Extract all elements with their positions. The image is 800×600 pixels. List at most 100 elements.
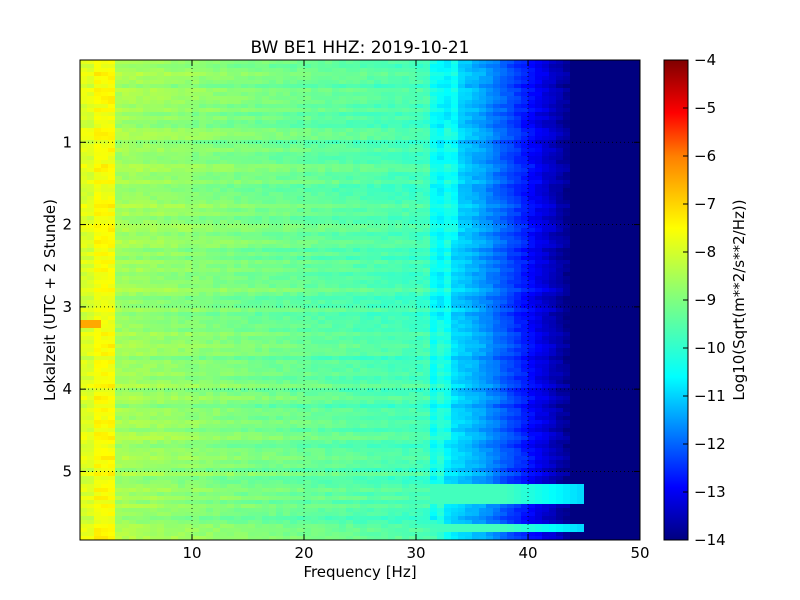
- heatmap-cell: [528, 148, 536, 153]
- heatmap-cell: [584, 244, 592, 249]
- heatmap-cell: [346, 184, 354, 189]
- heatmap-cell: [276, 244, 284, 249]
- heatmap-cell: [458, 188, 466, 193]
- heatmap-cell: [332, 112, 340, 117]
- heatmap-cell: [521, 80, 529, 85]
- heatmap-cell: [542, 212, 550, 217]
- heatmap-cell: [507, 84, 515, 89]
- heatmap-cell: [157, 256, 165, 261]
- heatmap-cell: [297, 256, 305, 261]
- heatmap-cell: [416, 272, 424, 277]
- heatmap-cell: [318, 72, 326, 77]
- heatmap-cell: [234, 100, 242, 105]
- heatmap-cell: [500, 152, 508, 157]
- heatmap-cell: [584, 192, 592, 197]
- heatmap-cell: [108, 156, 116, 161]
- heatmap-cell: [388, 176, 396, 181]
- heatmap-cell: [598, 176, 606, 181]
- heatmap-cell: [591, 80, 599, 85]
- heatmap-cell: [164, 272, 172, 277]
- heatmap-cell: [346, 256, 354, 261]
- heatmap-cell: [514, 168, 522, 173]
- heatmap-cell: [290, 148, 298, 153]
- heatmap-cell: [507, 272, 515, 277]
- heatmap-cell: [556, 268, 564, 273]
- heatmap-cell: [283, 272, 291, 277]
- heatmap-cell: [346, 84, 354, 89]
- heatmap-cell: [395, 236, 403, 241]
- heatmap-cell: [129, 264, 137, 269]
- heatmap-cell: [556, 132, 564, 137]
- heatmap-cell: [430, 224, 438, 229]
- heatmap-cell: [248, 76, 256, 81]
- heatmap-cell: [528, 200, 536, 205]
- heatmap-cell: [115, 228, 123, 233]
- heatmap-cell: [101, 116, 109, 121]
- heatmap-cell: [360, 228, 368, 233]
- heatmap-cell: [94, 108, 102, 113]
- heatmap-cell: [591, 88, 599, 93]
- heatmap-cell: [556, 220, 564, 225]
- heatmap-cell: [164, 76, 172, 81]
- heatmap-cell: [332, 136, 340, 141]
- heatmap-cell: [115, 176, 123, 181]
- heatmap-cell: [598, 172, 606, 177]
- heatmap-cell: [556, 284, 564, 289]
- heatmap-cell: [304, 164, 312, 169]
- heatmap-cell: [150, 224, 158, 229]
- heatmap-cell: [129, 240, 137, 245]
- heatmap-cell: [346, 72, 354, 77]
- heatmap-cell: [143, 172, 151, 177]
- heatmap-cell: [514, 268, 522, 273]
- heatmap-cell: [584, 164, 592, 169]
- heatmap-cell: [332, 252, 340, 257]
- heatmap-cell: [493, 108, 501, 113]
- heatmap-cell: [535, 200, 543, 205]
- heatmap-cell: [626, 296, 634, 301]
- heatmap-cell: [437, 64, 445, 69]
- heatmap-cell: [479, 64, 487, 69]
- heatmap-cell: [360, 168, 368, 173]
- heatmap-cell: [500, 176, 508, 181]
- heatmap-cell: [619, 196, 627, 201]
- heatmap-cell: [465, 236, 473, 241]
- heatmap-cell: [213, 116, 221, 121]
- heatmap-cell: [304, 60, 312, 65]
- heatmap-cell: [353, 288, 361, 293]
- heatmap-cell: [507, 72, 515, 77]
- heatmap-cell: [556, 188, 564, 193]
- heatmap-cell: [220, 240, 228, 245]
- heatmap-cell: [353, 108, 361, 113]
- heatmap-cell: [339, 296, 347, 301]
- heatmap-cell: [507, 196, 515, 201]
- heatmap-cell: [598, 84, 606, 89]
- heatmap-cell: [234, 172, 242, 177]
- heatmap-cell: [591, 252, 599, 257]
- heatmap-cell: [472, 184, 480, 189]
- heatmap-cell: [493, 88, 501, 93]
- heatmap-cell: [297, 248, 305, 253]
- heatmap-cell: [80, 144, 88, 149]
- heatmap-cell: [591, 260, 599, 265]
- heatmap-cell: [108, 168, 116, 173]
- heatmap-cell: [129, 268, 137, 273]
- heatmap-cell: [591, 224, 599, 229]
- heatmap-cell: [94, 144, 102, 149]
- heatmap-cell: [234, 104, 242, 109]
- heatmap-cell: [395, 156, 403, 161]
- heatmap-cell: [206, 176, 214, 181]
- heatmap-cell: [374, 148, 382, 153]
- heatmap-cell: [542, 236, 550, 241]
- heatmap-cell: [80, 72, 88, 77]
- heatmap-cell: [619, 164, 627, 169]
- heatmap-cell: [101, 112, 109, 117]
- heatmap-cell: [283, 260, 291, 265]
- heatmap-cell: [255, 80, 263, 85]
- heatmap-cell: [500, 192, 508, 197]
- heatmap-cell: [213, 308, 221, 313]
- heatmap-cell: [108, 68, 116, 73]
- heatmap-cell: [612, 212, 620, 217]
- heatmap-cell: [437, 304, 445, 309]
- heatmap-cell: [94, 136, 102, 141]
- heatmap-cell: [122, 108, 130, 113]
